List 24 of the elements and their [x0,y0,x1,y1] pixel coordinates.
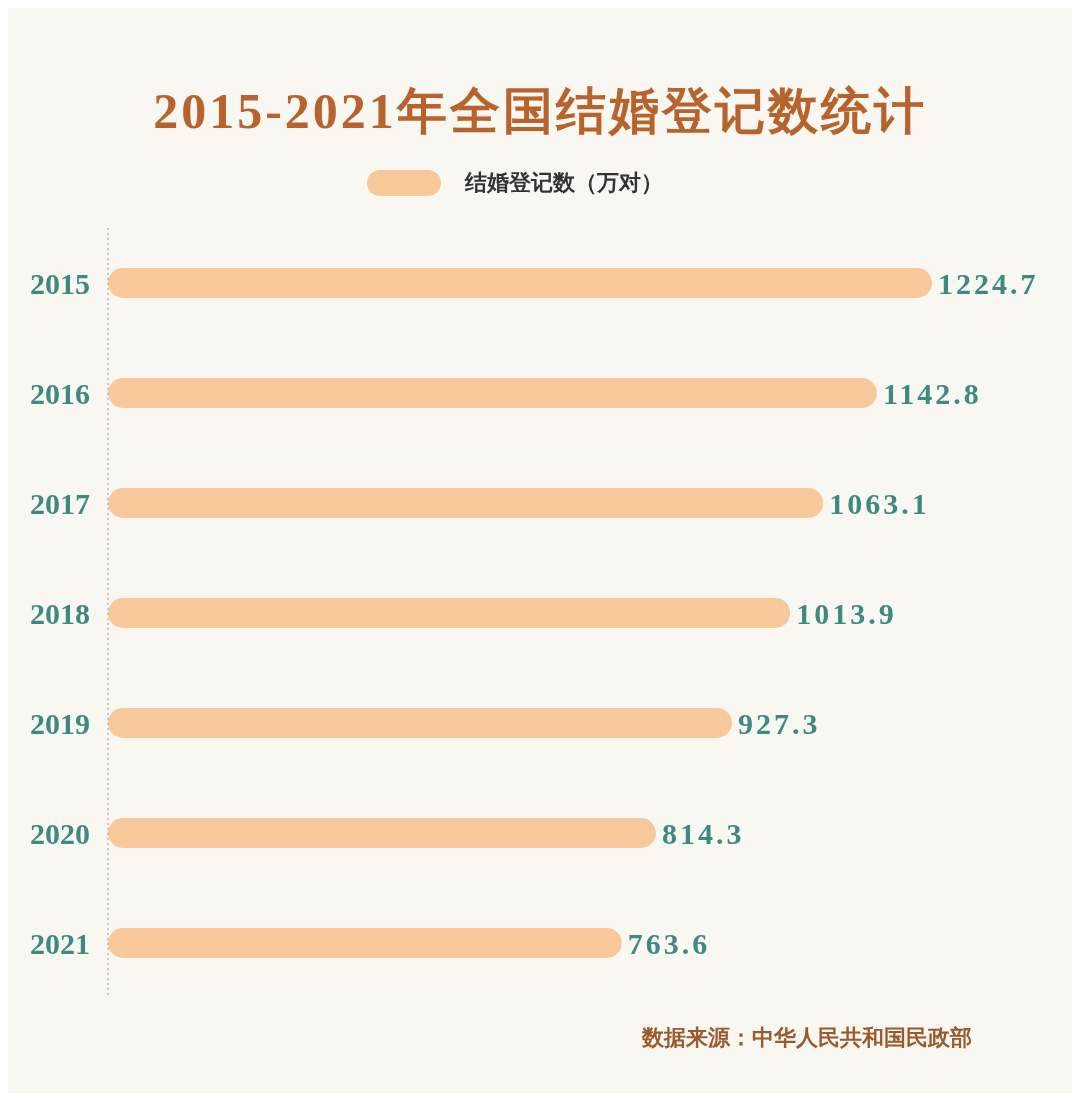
data-label: 927.3 [737,706,821,740]
y-tick-label: 2020 [30,816,90,850]
bar [108,928,622,958]
source-note: 数据来源：中华人民共和国民政部 [642,1024,972,1052]
bar [108,268,932,298]
legend-label: 结婚登记数（万对） [465,169,663,197]
bar [108,598,791,628]
data-label: 1063.1 [829,486,930,520]
bar [108,708,732,738]
y-tick-label: 2016 [30,376,90,410]
y-tick-label: 2018 [30,596,90,630]
data-label: 1013.9 [796,596,897,630]
y-tick-label: 2017 [30,486,90,520]
y-tick-label: 2015 [30,266,90,300]
y-tick-label: 2019 [30,706,90,740]
bar [108,488,824,518]
bar [108,378,877,408]
data-label: 763.6 [627,926,711,960]
chart-title: 2015-2021年全国结婚登记数统计 [152,82,928,141]
data-label: 814.3 [661,816,745,850]
data-label: 1224.7 [938,266,1039,300]
y-tick-label: 2021 [30,926,90,960]
bar [108,818,656,848]
data-label: 1142.8 [882,376,982,410]
